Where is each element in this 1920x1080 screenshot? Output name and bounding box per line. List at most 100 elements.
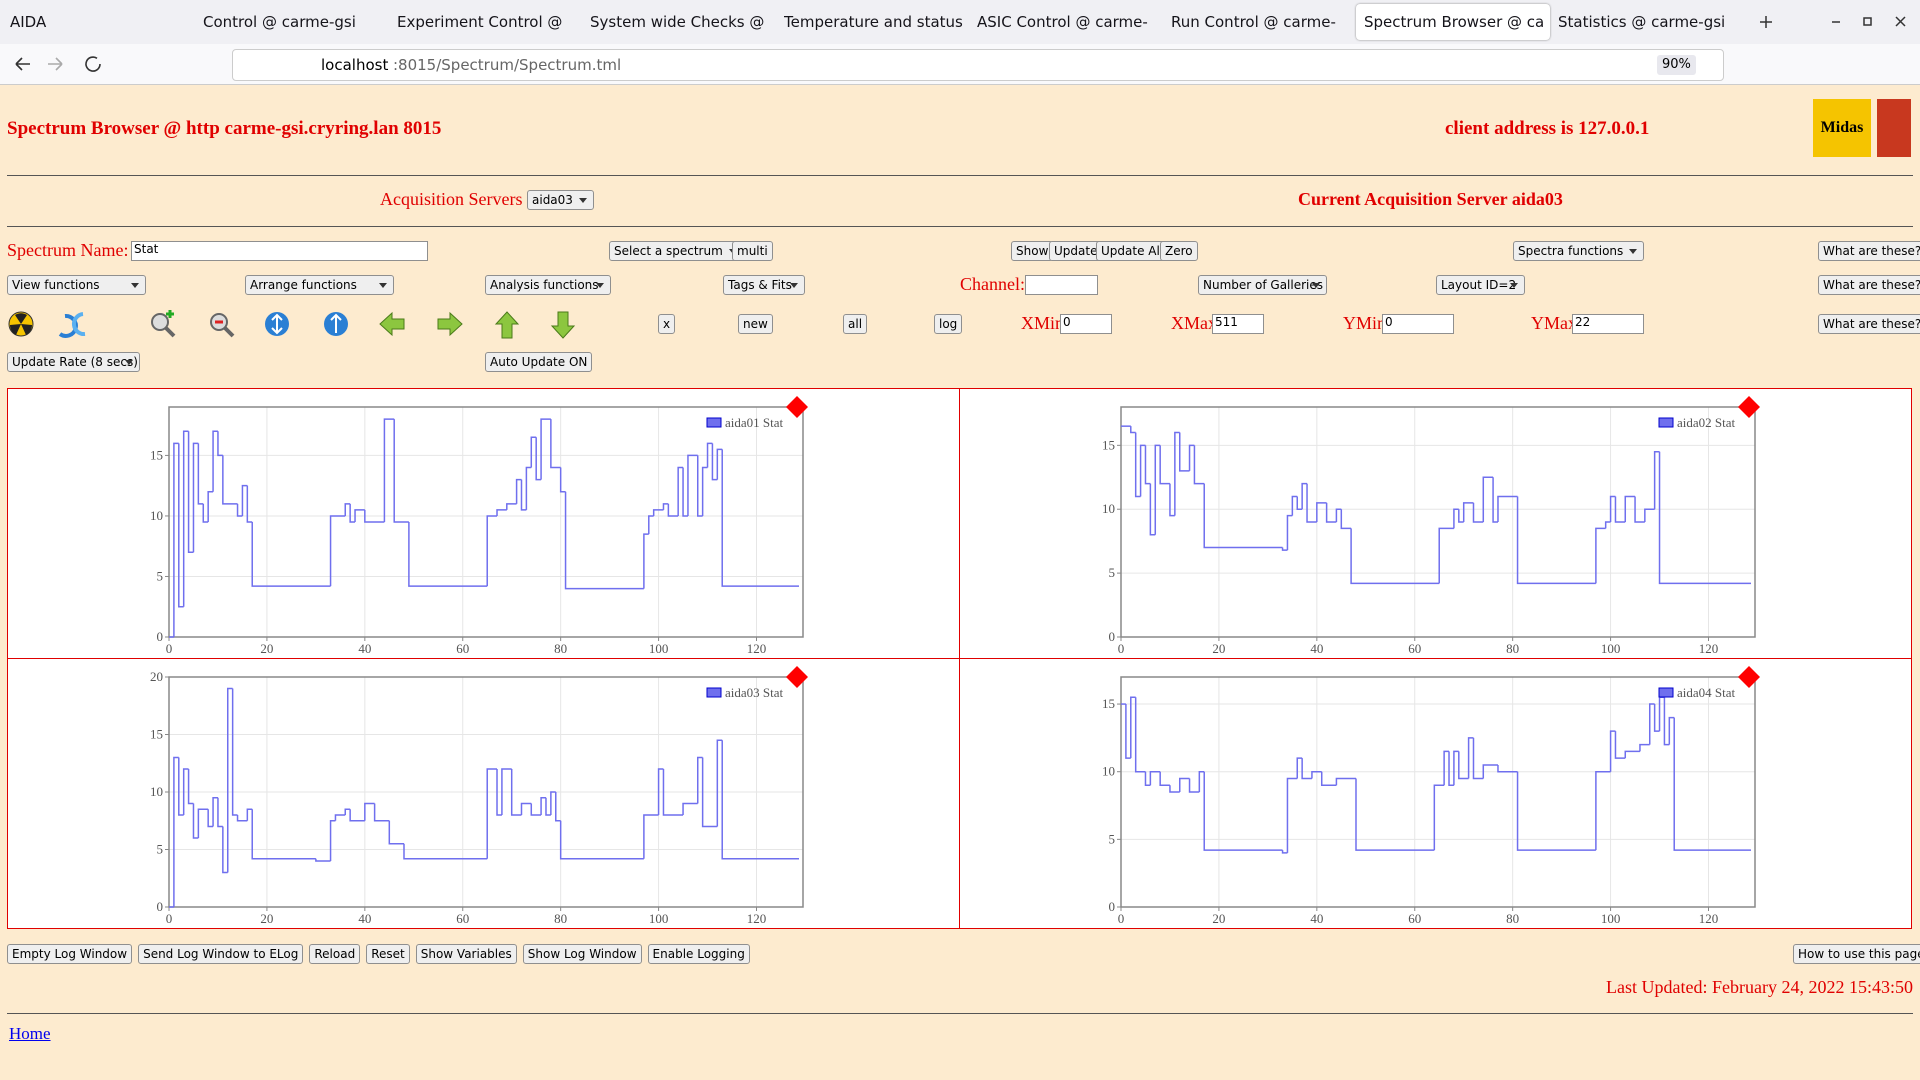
- step: [1169, 785, 1180, 793]
- show-button[interactable]: Show: [1011, 241, 1054, 261]
- separator: [7, 226, 1913, 227]
- x-tick-label: 40: [358, 911, 371, 926]
- step: [222, 455, 238, 505]
- home-link[interactable]: Home: [9, 1024, 51, 1043]
- step: [1134, 697, 1146, 773]
- step: [354, 509, 365, 522]
- spectra-functions[interactable]: Spectra functions: [1513, 241, 1645, 261]
- step: [486, 768, 498, 859]
- step: [207, 490, 214, 522]
- tab[interactable]: System wide Checks @: [590, 13, 765, 31]
- arrange-functions[interactable]: Arrange functions: [245, 275, 394, 295]
- step: [315, 858, 331, 862]
- tab-active[interactable]: Spectrum Browser @ ca: [1356, 4, 1550, 40]
- step: [1658, 451, 1751, 585]
- step: [1169, 483, 1175, 517]
- window-controls[interactable]: [1740, 12, 1910, 32]
- spectrum-label: Spectrum Name:: [7, 240, 129, 260]
- legend-label: aida03 Stat: [725, 685, 784, 700]
- tab[interactable]: Temperature and status: [784, 13, 963, 31]
- step: [246, 485, 253, 523]
- step: [1595, 770, 1611, 851]
- step: [1458, 751, 1469, 780]
- zoom[interactable]: 90%: [1657, 55, 1696, 75]
- step: [682, 802, 698, 815]
- legend-label: aida04 Stat: [1677, 685, 1736, 700]
- footer-button[interactable]: Reload: [309, 944, 361, 964]
- step: [652, 509, 664, 516]
- zero-button[interactable]: Zero: [1160, 241, 1198, 261]
- ymax-field[interactable]: 22: [1572, 314, 1644, 334]
- step: [1198, 770, 1205, 792]
- update-button[interactable]: Update: [1049, 241, 1103, 261]
- step: [540, 418, 551, 480]
- last-updated: Last Updated: February 24, 2022 15:43:50: [1606, 977, 1913, 997]
- tab[interactable]: Experiment Control @ ca: [397, 13, 563, 31]
- step: [1624, 495, 1636, 522]
- tab[interactable]: ASIC Control @ carme-g: [977, 13, 1148, 31]
- step: [1178, 777, 1190, 792]
- step: [182, 768, 189, 815]
- update-all-button[interactable]: Update All: [1096, 241, 1169, 261]
- x-tick-label: 40: [1310, 641, 1323, 656]
- rate-select[interactable]: Update Rate (8 secs): [7, 352, 140, 372]
- xmin-field[interactable]: 0: [1060, 314, 1112, 334]
- galleries-select[interactable]: Number of Galleries: [1198, 275, 1327, 295]
- step: [1482, 764, 1498, 779]
- chart-cell: 0 20 40 60 80 100 120 0 5 10 15 aida01 Stat: [7, 388, 960, 659]
- step: [241, 484, 248, 516]
- tab[interactable]: Control @ carme-gsi: [203, 13, 356, 31]
- step: [1472, 502, 1484, 523]
- help-button[interactable]: What are these?: [1818, 314, 1920, 334]
- spectrum-select[interactable]: Select a spectrum: [609, 241, 744, 261]
- step: [559, 820, 644, 860]
- step: [178, 757, 184, 816]
- legend-swatch: [706, 417, 722, 428]
- server-select[interactable]: aida03: [527, 190, 594, 210]
- ymin-field[interactable]: 0: [1382, 314, 1454, 334]
- tab[interactable]: Statistics @ carme-gsi: [1558, 13, 1726, 31]
- chart: 0 20 40 60 80 100 120 0 5 10 15 aida02 Stat: [1102, 396, 1760, 656]
- tags-fits[interactable]: Tags & Fits: [723, 275, 805, 295]
- step: [1516, 496, 1596, 585]
- footer-button[interactable]: Enable Logging: [647, 944, 750, 964]
- howto-button[interactable]: How to use this page: [1793, 944, 1920, 964]
- step: [192, 442, 199, 553]
- footer-button[interactable]: Send Log Window to ELog: [138, 944, 304, 964]
- log-button[interactable]: log: [934, 314, 963, 334]
- footer-button[interactable]: Show Log Window: [522, 944, 642, 964]
- all-button[interactable]: all: [843, 314, 868, 334]
- step: [1306, 483, 1317, 523]
- step: [701, 466, 708, 516]
- xmax-field[interactable]: 511: [1212, 314, 1264, 334]
- auto-update-button[interactable]: Auto Update ON: [485, 352, 593, 372]
- step: [643, 814, 659, 859]
- step: [506, 503, 517, 510]
- help-button[interactable]: What are these?: [1818, 275, 1920, 295]
- analysis-functions[interactable]: Analysis functions: [485, 275, 611, 295]
- step: [329, 515, 346, 587]
- channel-field[interactable]: [1025, 275, 1098, 295]
- new-button[interactable]: new: [738, 314, 773, 334]
- x-tick-label: 0: [1118, 911, 1125, 926]
- footer-button[interactable]: Show Variables: [415, 944, 517, 964]
- step: [197, 443, 204, 505]
- icon-toolbar[interactable]: [7, 308, 577, 342]
- view-functions[interactable]: View functions: [7, 275, 146, 295]
- x-button[interactable]: x: [658, 314, 676, 334]
- step: [520, 479, 527, 511]
- spectrum-field[interactable]: Stat: [131, 241, 428, 261]
- tab[interactable]: AIDA: [10, 13, 47, 31]
- layout-select[interactable]: Layout ID=2: [1436, 275, 1525, 295]
- step: [1350, 528, 1440, 585]
- multi-button[interactable]: multi: [732, 241, 773, 261]
- y-tick-label: 20: [150, 669, 163, 684]
- help-button[interactable]: What are these?: [1818, 241, 1920, 261]
- footer-button[interactable]: Empty Log Window: [7, 944, 133, 964]
- step: [408, 522, 488, 587]
- tab[interactable]: Run Control @ carme-gs: [1171, 13, 1336, 31]
- url-bar[interactable]: localhost :8015/Spectrum/Spectrum.tml 90…: [232, 49, 1724, 81]
- nav-buttons[interactable]: [12, 54, 102, 74]
- logo-tcl: [1877, 99, 1911, 157]
- footer-button[interactable]: Reset: [366, 944, 410, 964]
